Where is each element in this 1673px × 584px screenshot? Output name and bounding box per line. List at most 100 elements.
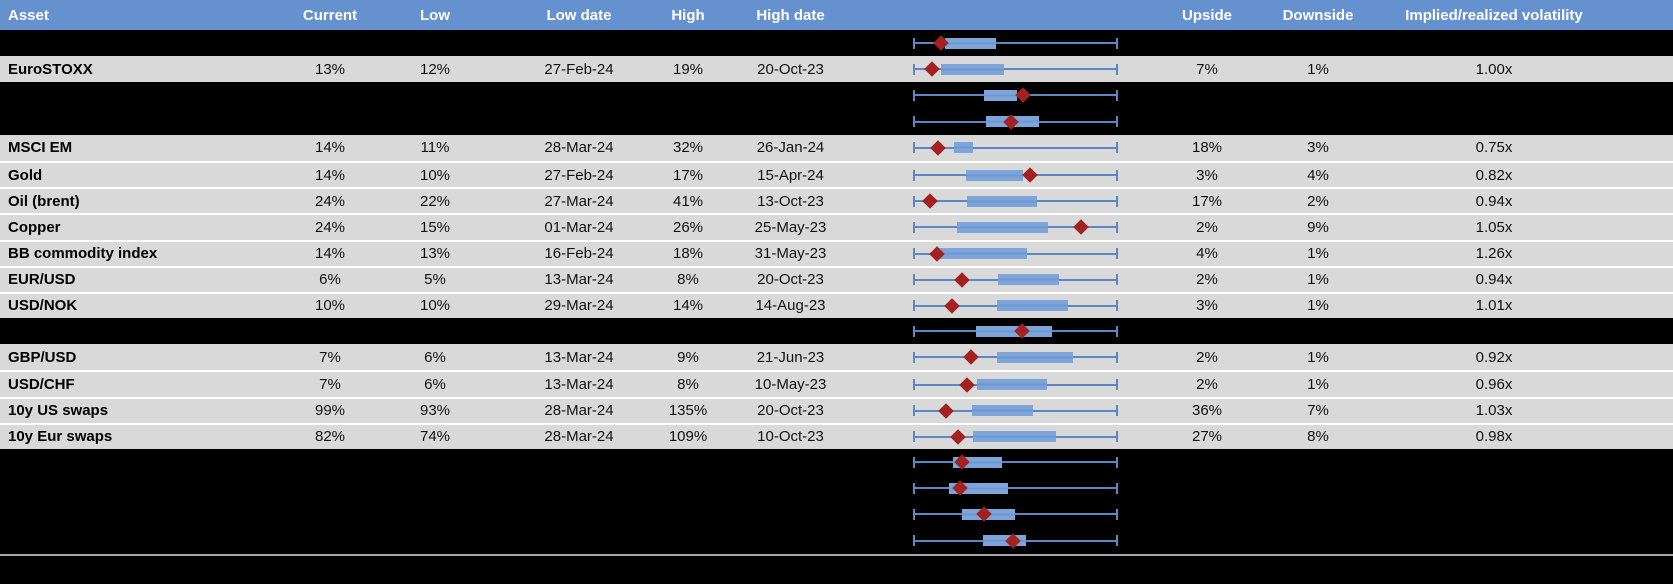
high-cell[interactable]: 32% <box>672 140 704 156</box>
current-cell[interactable]: 14% <box>314 246 346 262</box>
upside-cell[interactable]: 36% <box>1191 403 1223 419</box>
current-cell[interactable]: 99% <box>314 403 346 419</box>
current-cell[interactable]: 7% <box>319 377 341 393</box>
asset-cell[interactable]: Oil (brent) <box>8 193 80 209</box>
current-cell[interactable]: 10% <box>314 298 346 314</box>
high-date-cell[interactable]: 25-May-23 <box>754 219 827 235</box>
low-date-cell[interactable]: 01-Mar-24 <box>544 219 614 235</box>
ratio-cell[interactable]: 0.75x <box>1475 140 1513 156</box>
upside-cell[interactable]: 2% <box>1196 349 1218 365</box>
high-date-cell[interactable]: 20-Oct-23 <box>757 403 824 419</box>
current-cell[interactable]: 13% <box>314 61 346 77</box>
downside-cell[interactable]: 8% <box>1307 429 1329 445</box>
low-cell[interactable]: 6% <box>424 349 446 365</box>
asset-cell[interactable]: EUR/USD <box>8 272 76 288</box>
upside-cell[interactable]: 3% <box>1196 298 1218 314</box>
low-cell[interactable]: 10% <box>419 298 451 314</box>
low-cell[interactable]: 5% <box>424 272 446 288</box>
upside-cell[interactable]: 3% <box>1196 167 1218 183</box>
ratio-cell[interactable]: 1.01x <box>1475 298 1513 314</box>
header-asset[interactable]: Asset <box>8 7 49 23</box>
ratio-cell[interactable]: 1.00x <box>1475 61 1513 77</box>
current-cell[interactable]: 14% <box>314 140 346 156</box>
ratio-cell[interactable]: 1.05x <box>1475 219 1513 235</box>
downside-cell[interactable]: 1% <box>1307 377 1329 393</box>
upside-cell[interactable]: 27% <box>1191 429 1223 445</box>
header-low[interactable]: Low <box>420 7 450 23</box>
upside-cell[interactable]: 18% <box>1191 140 1223 156</box>
high-cell[interactable]: 18% <box>672 246 704 262</box>
high-cell[interactable]: 9% <box>677 349 699 365</box>
low-cell[interactable]: 6% <box>424 377 446 393</box>
high-cell[interactable]: 8% <box>677 377 699 393</box>
header-current[interactable]: Current <box>302 7 358 23</box>
high-cell[interactable]: 109% <box>668 429 708 445</box>
high-date-cell[interactable]: 20-Oct-23 <box>757 61 824 77</box>
low-date-cell[interactable]: 16-Feb-24 <box>544 246 614 262</box>
current-cell[interactable]: 24% <box>314 219 346 235</box>
downside-cell[interactable]: 1% <box>1307 61 1329 77</box>
ratio-cell[interactable]: 0.94x <box>1475 272 1513 288</box>
high-cell[interactable]: 19% <box>672 61 704 77</box>
low-cell[interactable]: 22% <box>419 193 451 209</box>
high-cell[interactable]: 8% <box>677 272 699 288</box>
header-upside[interactable]: Upside <box>1181 7 1232 23</box>
upside-cell[interactable]: 7% <box>1196 61 1218 77</box>
asset-cell[interactable]: GBP/USD <box>8 349 77 365</box>
low-date-cell[interactable]: 28-Mar-24 <box>544 140 614 156</box>
downside-cell[interactable]: 1% <box>1307 272 1329 288</box>
low-cell[interactable]: 74% <box>419 429 451 445</box>
high-date-cell[interactable]: 10-Oct-23 <box>757 429 824 445</box>
asset-cell[interactable]: Copper <box>8 219 61 235</box>
upside-cell[interactable]: 2% <box>1196 272 1218 288</box>
asset-cell[interactable]: Gold <box>8 167 43 183</box>
asset-cell[interactable]: USD/NOK <box>8 298 78 314</box>
ratio-cell[interactable]: 0.96x <box>1475 377 1513 393</box>
upside-cell[interactable]: 2% <box>1196 219 1218 235</box>
low-date-cell[interactable]: 13-Mar-24 <box>544 349 614 365</box>
low-date-cell[interactable]: 27-Feb-24 <box>544 167 614 183</box>
low-date-cell[interactable]: 29-Mar-24 <box>544 298 614 314</box>
current-cell[interactable]: 24% <box>314 193 346 209</box>
downside-cell[interactable]: 1% <box>1307 349 1329 365</box>
downside-cell[interactable]: 9% <box>1307 219 1329 235</box>
current-cell[interactable]: 7% <box>319 349 341 365</box>
high-date-cell[interactable]: 15-Apr-24 <box>757 167 824 183</box>
asset-cell[interactable]: USD/CHF <box>8 377 75 393</box>
asset-cell[interactable]: 10y US swaps <box>8 403 109 419</box>
high-cell[interactable]: 14% <box>672 298 704 314</box>
downside-cell[interactable]: 2% <box>1307 193 1329 209</box>
low-date-cell[interactable]: 28-Mar-24 <box>544 403 614 419</box>
ratio-cell[interactable]: 0.82x <box>1475 167 1513 183</box>
header-implied-realized-volatility[interactable]: Implied/realized volatility <box>1405 7 1583 23</box>
low-cell[interactable]: 11% <box>420 140 450 156</box>
low-date-cell[interactable]: 27-Feb-24 <box>544 61 614 77</box>
ratio-cell[interactable]: 1.03x <box>1475 403 1513 419</box>
downside-cell[interactable]: 1% <box>1307 246 1329 262</box>
high-date-cell[interactable]: 13-Oct-23 <box>757 193 824 209</box>
downside-cell[interactable]: 1% <box>1307 298 1329 314</box>
low-date-cell[interactable]: 13-Mar-24 <box>544 377 614 393</box>
high-date-cell[interactable]: 14-Aug-23 <box>755 298 826 314</box>
upside-cell[interactable]: 4% <box>1196 246 1218 262</box>
low-cell[interactable]: 15% <box>419 219 451 235</box>
ratio-cell[interactable]: 0.92x <box>1475 349 1513 365</box>
header-low-date[interactable]: Low date <box>546 7 612 23</box>
ratio-cell[interactable]: 1.26x <box>1475 246 1513 262</box>
upside-cell[interactable]: 2% <box>1196 377 1218 393</box>
upside-cell[interactable]: 17% <box>1191 193 1223 209</box>
current-cell[interactable]: 82% <box>314 429 346 445</box>
header-high[interactable]: High <box>671 7 705 23</box>
downside-cell[interactable]: 4% <box>1307 167 1329 183</box>
asset-cell[interactable]: BB commodity index <box>8 246 158 262</box>
asset-cell[interactable]: EuroSTOXX <box>8 61 93 77</box>
low-date-cell[interactable]: 13-Mar-24 <box>544 272 614 288</box>
low-cell[interactable]: 13% <box>419 246 451 262</box>
header-downside[interactable]: Downside <box>1282 7 1354 23</box>
high-cell[interactable]: 26% <box>672 219 704 235</box>
low-cell[interactable]: 93% <box>419 403 451 419</box>
asset-cell[interactable]: MSCI EM <box>8 140 73 156</box>
downside-cell[interactable]: 3% <box>1307 140 1329 156</box>
low-date-cell[interactable]: 27-Mar-24 <box>544 193 614 209</box>
current-cell[interactable]: 14% <box>314 167 346 183</box>
